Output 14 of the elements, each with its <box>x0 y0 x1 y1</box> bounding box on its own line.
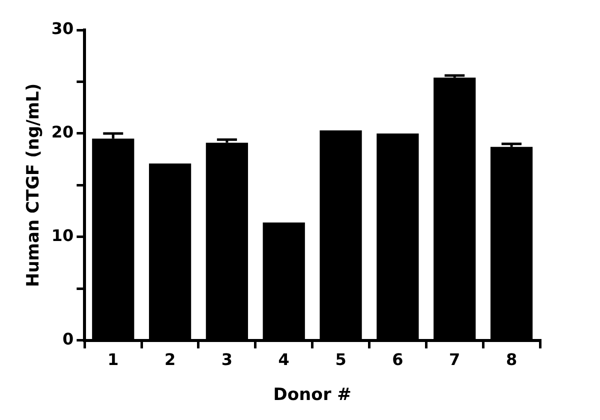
y-axis-title: Human CTGF (ng/mL) <box>24 83 44 288</box>
x-axis-title: Donor # <box>273 385 352 406</box>
y-tick-label: 30 <box>51 19 74 38</box>
x-tick-label: 3 <box>221 350 233 370</box>
y-tick-label: 20 <box>51 122 74 142</box>
y-tick-label: 0 <box>62 330 74 349</box>
x-tick-label: 8 <box>506 350 518 370</box>
x-tick-label: 5 <box>335 350 346 370</box>
x-tick-label: 6 <box>392 350 404 370</box>
x-tick-label: 4 <box>278 350 290 370</box>
x-tick-label: 2 <box>164 350 176 370</box>
y-tick-label: 10 <box>51 226 74 246</box>
x-tick-label: 1 <box>108 350 119 370</box>
x-tick-label: 7 <box>449 350 460 370</box>
